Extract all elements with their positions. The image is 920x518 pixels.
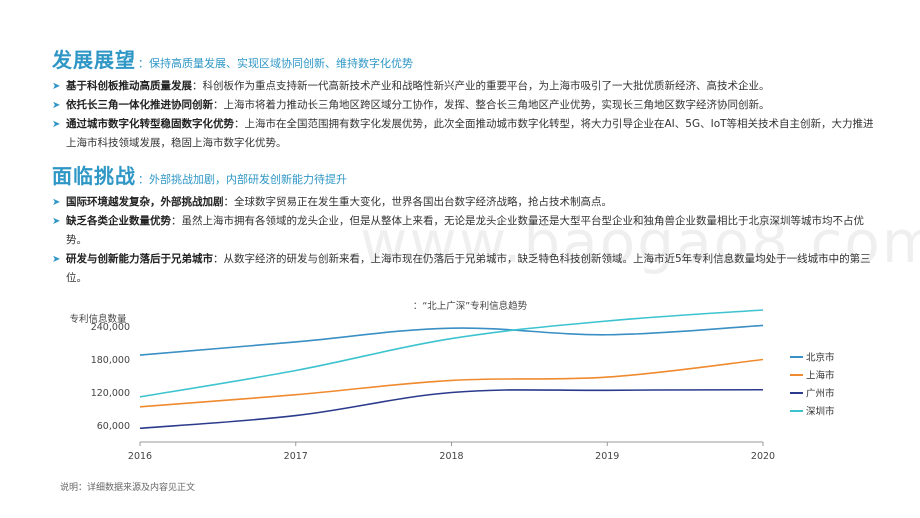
y-tick-label: 120,000	[91, 388, 130, 399]
y-tick-label: 60,000	[97, 421, 130, 432]
footnote: 说明：详细数据来源及内容见正文	[60, 483, 196, 493]
bullet-lead: 国际环境越发复杂，外部挑战加剧	[66, 196, 224, 208]
arrow-icon: ➤	[52, 119, 61, 130]
x-tick-label: 2017	[284, 451, 308, 462]
legend-label: 广州市	[806, 388, 835, 400]
patent-trend-chart: ：“北上广深”专利信息趋势 专利信息数量 240,000 180,000 120,0…	[69, 300, 835, 462]
legend-label: 上海市	[806, 370, 835, 382]
chart-title: ：“北上广深”专利信息趋势	[413, 300, 528, 312]
y-tick-label: 180,000	[91, 355, 130, 366]
bullet-lead: 研发与创新能力落后于兄弟城市	[66, 253, 213, 265]
y-tick-label: 240,000	[91, 322, 130, 333]
x-tick-label: 2016	[128, 451, 152, 462]
challenge-bullet: ➤ 研发与创新能力落后于兄弟城市：从数字经济的研发与创新来看，上海市现在仍落后于…	[52, 250, 882, 288]
bullet-text: ：上海市将着力推动长三角地区跨区域分工协作，发挥、整合长三角地区产业优势，实现长…	[213, 99, 770, 111]
watermark: www.baogao8.com	[360, 208, 920, 276]
x-tick-label: 2020	[751, 451, 775, 462]
outlook-bullet: ➤ 通过城市数字化转型稳固数字化优势：上海市在全国范围拥有数字化发展优势，此次全…	[52, 115, 882, 153]
arrow-icon: ➤	[52, 197, 61, 208]
challenge-bullet: ➤ 国际环境越发复杂，外部挑战加剧：全球数字贸易正在发生重大变化，世界各国出台数…	[52, 193, 882, 212]
arrow-icon: ➤	[52, 254, 61, 265]
challenge-header: 面临挑战 ：外部挑战加剧，内部研发创新能力待提升	[52, 160, 882, 189]
arrow-icon: ➤	[52, 216, 61, 227]
outlook-title: 发展展望	[52, 48, 136, 72]
x-tick-label: 2019	[595, 451, 619, 462]
outlook-bullet: ➤ 基于科创板推动高质量发展：科创板作为重点支持新一代高新技术产业和战略性新兴产…	[52, 77, 882, 96]
outlook-header: 发展展望 ：保持高质量发展、实现区域协同创新、维持数字化优势	[52, 44, 882, 73]
challenge-bullet: ➤ 缺乏各类企业数量优势：虽然上海市拥有各领域的龙头企业，但是从整体上来看，无论…	[52, 212, 882, 250]
chart-ylabel: 专利信息数量	[69, 313, 127, 325]
outlook-section: 发展展望 ：保持高质量发展、实现区域协同创新、维持数字化优势 ➤ 基于科创板推动…	[52, 44, 882, 153]
bullet-text: ：从数字经济的研发与创新来看，上海市现在仍落后于兄弟城市，缺乏特色科技创新领域。…	[66, 253, 871, 284]
challenge-title: 面临挑战	[52, 164, 136, 188]
bullet-lead: 基于科创板推动高质量发展	[66, 80, 192, 92]
outlook-subtitle: ：保持高质量发展、实现区域协同创新、维持数字化优势	[138, 57, 413, 70]
legend-label: 深圳市	[806, 406, 835, 418]
challenge-subtitle: ：外部挑战加剧，内部研发创新能力待提升	[138, 173, 347, 186]
bullet-text: ：科创板作为重点支持新一代高新技术产业和战略性新兴产业的重要平台，为上海市吸引了…	[192, 80, 770, 92]
series-line-广州市	[139, 388, 764, 430]
bullet-text: ：上海市在全国范围拥有数字化发展优势，此次全面推动城市数字化转型，将大力引导企业…	[66, 118, 874, 149]
bullet-lead: 缺乏各类企业数量优势	[66, 215, 171, 227]
series-line-北京市	[139, 324, 764, 356]
series-line-深圳市	[139, 309, 764, 398]
x-tick-label: 2018	[439, 451, 463, 462]
bullet-text: ：全球数字贸易正在发生重大变化，世界各国出台数字经济战略，抢占技术制高点。	[223, 196, 613, 208]
outlook-bullet: ➤ 依托长三角一体化推进协同创新：上海市将着力推动长三角地区跨区域分工协作，发挥…	[52, 96, 882, 115]
bullet-lead: 通过城市数字化转型稳固数字化优势	[66, 118, 234, 130]
legend-label: 北京市	[806, 352, 835, 364]
bullet-lead: 依托长三角一体化推进协同创新	[66, 99, 213, 111]
series-line-上海市	[139, 358, 764, 408]
arrow-icon: ➤	[52, 81, 61, 92]
arrow-icon: ➤	[52, 100, 61, 111]
bullet-text: ：虽然上海市拥有各领域的龙头企业，但是从整体上来看，无论是龙头企业数量还是大型平…	[66, 215, 864, 246]
challenge-section: 面临挑战 ：外部挑战加剧，内部研发创新能力待提升 ➤ 国际环境越发复杂，外部挑战…	[52, 160, 882, 288]
